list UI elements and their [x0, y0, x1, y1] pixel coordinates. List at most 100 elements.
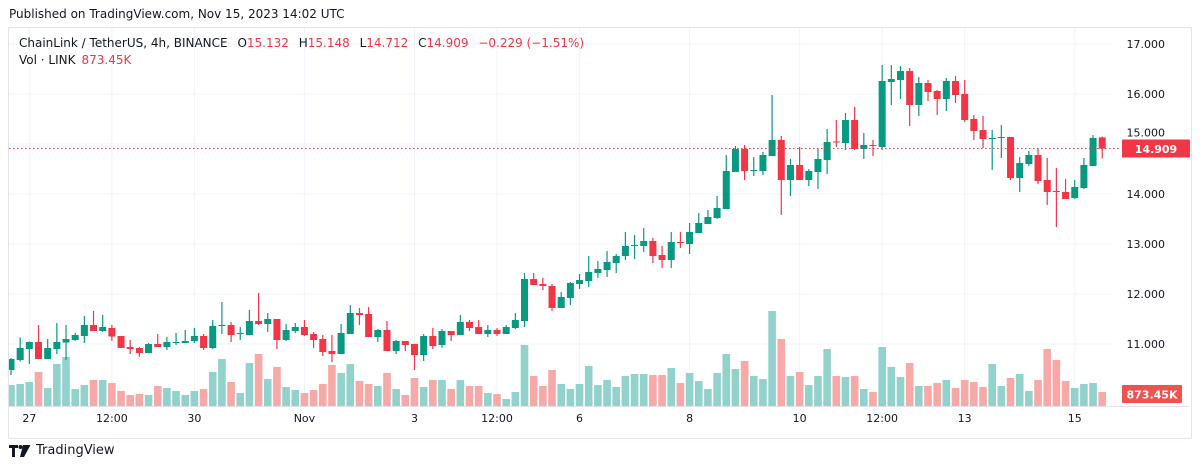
candle [713, 196, 721, 219]
candle-body [245, 321, 253, 335]
change-value: −0.229 (−1.51%) [478, 36, 585, 50]
candle-body [511, 320, 519, 328]
candle-body [1052, 191, 1060, 192]
candle-body [1016, 163, 1024, 178]
symbol-title[interactable]: ChainLink / TetherUS, 4h, BINANCE [19, 36, 228, 50]
last-price-badge-label: 14.909 [1135, 143, 1177, 156]
candle [667, 232, 675, 268]
candle-body [282, 330, 290, 340]
candle [796, 147, 804, 180]
volume-bar [612, 386, 621, 406]
volume-bar [89, 380, 98, 406]
candle [997, 125, 1005, 158]
candle [383, 321, 391, 351]
volume-bar [282, 386, 290, 406]
candle-body [365, 314, 373, 337]
volume-bar [869, 392, 877, 406]
candle-body [117, 336, 125, 348]
volume-bar [190, 390, 199, 406]
axis-badges: 14.909 873.45K [1122, 139, 1190, 403]
volume-bar [713, 372, 721, 406]
volume-bar [694, 380, 703, 406]
volume-bar [1070, 388, 1079, 406]
volume-bar [346, 363, 355, 406]
volume-bar [1025, 390, 1033, 406]
volume-bar [539, 385, 547, 406]
candle [209, 320, 217, 349]
candle-body [676, 242, 684, 243]
candle [942, 78, 950, 111]
time-tick-label: 8 [686, 412, 693, 425]
volume-bar [465, 385, 474, 406]
candle-body [337, 333, 345, 354]
volume-bar [71, 388, 79, 406]
volume-bar [960, 380, 969, 406]
candle-body [952, 81, 960, 95]
time-axis[interactable]: 27 12:00 30 Nov 3 12:00 6 8 10 12:00 13 15 [22, 412, 1081, 425]
candle-body [631, 245, 639, 246]
candle [603, 251, 611, 277]
volume-bar [942, 380, 951, 406]
volume-bar [676, 382, 685, 406]
footer: TradingView [9, 443, 115, 458]
last-volume-badge-label: 873.45K [1127, 389, 1178, 402]
volume-bars [9, 310, 1107, 406]
candle [172, 333, 180, 345]
candle [521, 273, 529, 327]
volume-bar [392, 388, 400, 406]
volume-bar [905, 362, 914, 406]
volume-bar [649, 375, 657, 406]
candle [548, 284, 556, 311]
high-value: 15.148 [307, 36, 350, 50]
candle [135, 347, 143, 357]
low-label: L [359, 36, 367, 50]
candle [511, 313, 519, 329]
price-tick-label: 16.000 [1127, 88, 1166, 101]
candle-body [35, 342, 43, 359]
volume-bar [328, 364, 336, 406]
candle [282, 324, 290, 341]
time-tick-label: 12:00 [481, 412, 513, 425]
volume-bar [291, 390, 300, 406]
candle [585, 256, 593, 287]
volume-bar [832, 375, 841, 406]
candle-body [383, 330, 391, 351]
volume-bar [309, 390, 318, 406]
candle-body [750, 170, 758, 171]
candle [1043, 158, 1051, 205]
tradingview-brand[interactable]: TradingView [36, 443, 115, 458]
candle [988, 130, 996, 170]
candle-body [16, 348, 24, 360]
tradingview-logo-icon [9, 444, 31, 457]
candle [71, 333, 79, 341]
volume-bar [245, 362, 254, 406]
candle-body [869, 145, 877, 146]
candle [878, 65, 886, 150]
volume-bar [236, 393, 245, 406]
candle [722, 155, 730, 209]
volume-bar [181, 395, 190, 406]
volume-bar [704, 388, 712, 406]
candle [741, 145, 749, 180]
candle-body [484, 330, 492, 334]
volume-bar [566, 388, 575, 406]
candle [438, 329, 446, 348]
open-value: 15.132 [246, 36, 289, 50]
candle [841, 113, 849, 150]
candle [181, 330, 189, 343]
volume-bar [850, 375, 859, 406]
candle-body [236, 333, 244, 334]
candle [108, 325, 116, 341]
candle [374, 329, 382, 342]
volume-bar [731, 368, 740, 406]
volume-bar [474, 385, 483, 406]
volume-bar [53, 363, 61, 406]
candle-body [796, 165, 804, 180]
candle-body [410, 344, 418, 355]
price-axis[interactable]: 17.000 16.000 15.000 14.000 13.000 12.000 11.0… [1127, 38, 1166, 351]
candle-body [731, 149, 739, 172]
volume-bar [80, 385, 89, 406]
volume-bar [502, 398, 510, 406]
volume-label[interactable]: Vol · LINK [19, 53, 76, 67]
